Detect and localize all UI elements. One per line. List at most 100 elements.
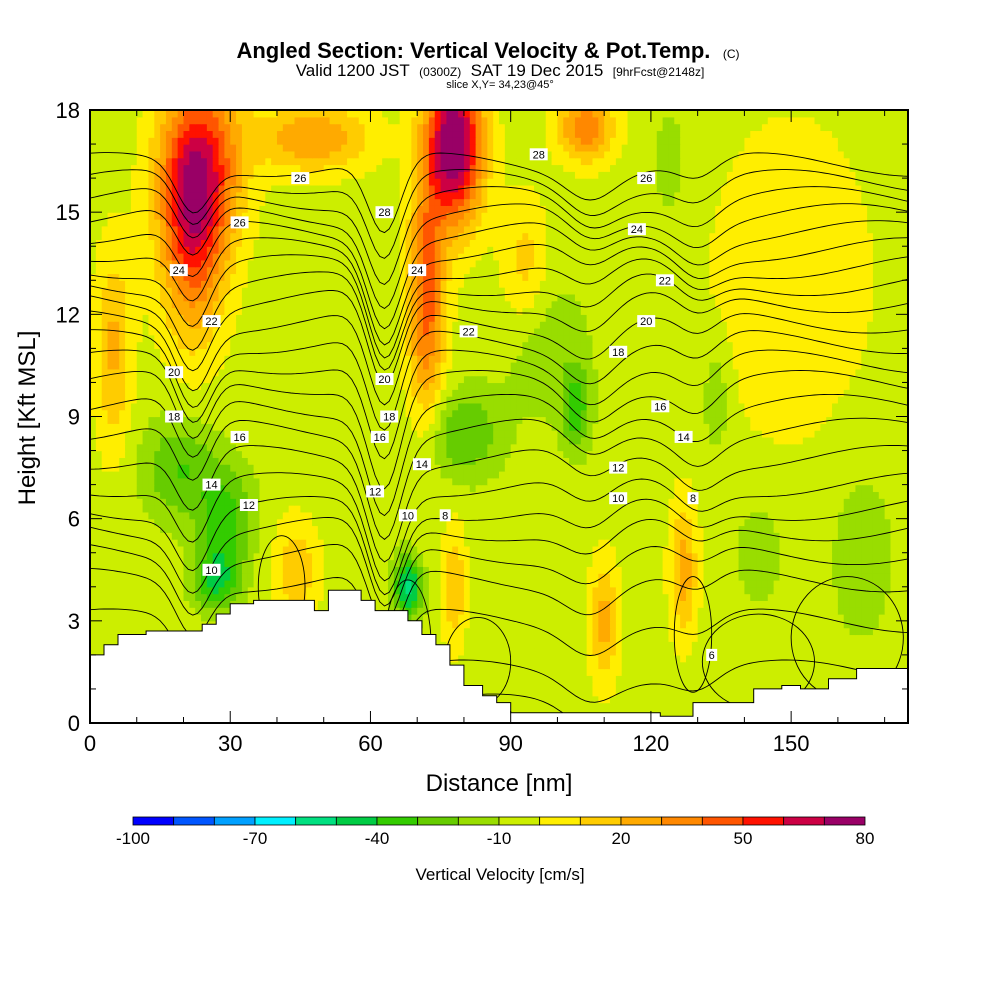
velocity-cell (499, 491, 506, 499)
velocity-cell (504, 539, 512, 547)
velocity-cell (890, 566, 897, 574)
velocity-cell (545, 593, 553, 601)
velocity-cell (522, 688, 529, 697)
velocity-cell (744, 620, 751, 629)
velocity-cell (802, 525, 810, 533)
velocity-cell (230, 491, 237, 499)
velocity-cell (721, 641, 728, 649)
velocity-cell (849, 552, 857, 561)
velocity-cell (452, 579, 459, 588)
velocity-cell (154, 525, 161, 533)
velocity-cell (902, 566, 908, 574)
velocity-cell (610, 593, 617, 601)
velocity-cell (504, 505, 512, 513)
velocity-cell (487, 477, 494, 486)
velocity-cell (382, 505, 389, 513)
velocity-cell (306, 505, 313, 513)
velocity-cell (884, 634, 892, 642)
velocity-cell (306, 579, 313, 588)
velocity-cell (201, 498, 208, 506)
velocity-cell (335, 552, 342, 561)
velocity-cell (744, 532, 751, 540)
velocity-cell (791, 661, 798, 670)
velocity-cell (592, 484, 599, 493)
velocity-cell (539, 668, 547, 676)
velocity-cell (849, 600, 857, 608)
velocity-cell (773, 566, 781, 574)
velocity-cell (551, 477, 559, 486)
velocity-cell (148, 614, 155, 622)
velocity-cell (867, 545, 874, 554)
velocity-cell (428, 491, 436, 499)
velocity-cell (510, 614, 518, 622)
velocity-cell (680, 695, 687, 704)
velocity-cell (452, 593, 459, 601)
velocity-cell (767, 634, 775, 642)
velocity-cell (791, 675, 798, 683)
velocity-cell (843, 600, 851, 608)
velocity-cell (820, 505, 827, 513)
velocity-cell (890, 648, 897, 656)
velocity-cell (592, 491, 599, 499)
velocity-cell (668, 539, 675, 547)
velocity-cell (592, 682, 599, 690)
velocity-cell (276, 518, 284, 527)
velocity-cell (463, 566, 471, 574)
velocity-cell (586, 477, 594, 486)
velocity-cell (785, 525, 792, 533)
velocity-cell (820, 600, 827, 608)
velocity-cell (306, 566, 313, 574)
velocity-cell (832, 627, 839, 636)
velocity-cell (101, 491, 109, 499)
velocity-cell (674, 675, 681, 683)
velocity-cell (487, 491, 494, 499)
velocity-cell (621, 505, 629, 513)
velocity-cell (341, 511, 348, 520)
velocity-cell (662, 552, 670, 561)
velocity-cell (317, 566, 325, 574)
velocity-cell (271, 525, 278, 533)
velocity-cell (580, 668, 588, 676)
velocity-cell (884, 545, 892, 554)
velocity-cell (779, 505, 786, 513)
velocity-cell (861, 505, 868, 513)
velocity-cell (539, 491, 547, 499)
velocity-cell (761, 525, 769, 533)
velocity-cell (101, 614, 109, 622)
velocity-cell (452, 586, 459, 595)
velocity-cell (685, 539, 693, 547)
velocity-cell (639, 505, 646, 513)
velocity-cell (896, 505, 903, 513)
velocity-cell (691, 607, 699, 615)
velocity-cell (610, 688, 617, 697)
velocity-cell (271, 491, 278, 499)
velocity-cell (843, 511, 851, 520)
velocity-cell (317, 484, 325, 493)
velocity-cell (826, 545, 833, 554)
velocity-cell (434, 518, 442, 527)
velocity-cell (820, 668, 827, 676)
velocity-cell (177, 525, 185, 533)
velocity-cell (645, 491, 652, 499)
velocity-cell (645, 498, 652, 506)
velocity-cell (604, 518, 611, 527)
velocity-cell (610, 675, 617, 683)
velocity-cell (557, 579, 564, 588)
velocity-cell (265, 511, 272, 520)
velocity-cell (446, 600, 453, 608)
velocity-cell (265, 545, 272, 554)
velocity-cell (715, 484, 722, 493)
velocity-cell (890, 614, 897, 622)
velocity-cell (569, 586, 576, 595)
velocity-cell (563, 654, 570, 663)
velocity-cell (802, 620, 810, 629)
velocity-cell (306, 586, 313, 595)
velocity-cell (861, 532, 868, 540)
velocity-cell (294, 539, 301, 547)
velocity-cell (101, 539, 109, 547)
velocity-cell (452, 654, 459, 663)
velocity-cell (697, 688, 705, 697)
velocity-cell (569, 702, 576, 710)
velocity-cell (639, 498, 646, 506)
velocity-cell (230, 539, 237, 547)
